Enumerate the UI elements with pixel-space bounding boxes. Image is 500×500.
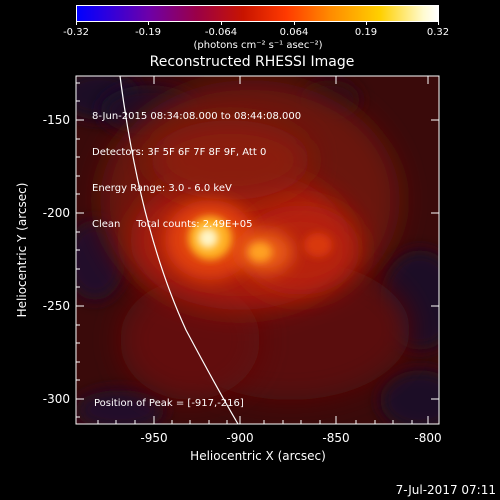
colorbar-tickmark [76,21,77,25]
footer-date: 7-Jul-2017 07:11 [395,483,496,497]
colorbar [76,5,439,22]
colorbar-tickmark [294,21,295,25]
colorbar-tickmark [438,21,439,25]
y-axis-label: Heliocentric Y (arcsec) [15,183,29,318]
colorbar-tick-label: -0.32 [63,27,89,38]
solar-limb-curve [119,76,239,424]
colorbar-tickmark [366,21,367,25]
x-tick-label: -850 [322,431,349,445]
colorbar-tick-label: -0.19 [135,27,161,38]
image-title: Reconstructed RHESSI Image [149,54,355,70]
energy-range-text: Energy Range: 3.0 - 6.0 keV [92,183,232,194]
y-tick-label: -250 [43,299,70,313]
y-axis-ticks [76,82,439,418]
x-tick-label: -900 [226,431,253,445]
colorbar-tick-label: 0.32 [426,27,450,38]
observation-info: 8-Jun-2015 08:34:08.000 to 08:44:08.000 … [92,87,301,243]
x-tick-label: -950 [140,431,167,445]
colorbar-tick-label: 0.064 [279,27,309,38]
colorbar-tick-label: -0.064 [204,27,238,38]
x-axis-ticks [97,76,429,424]
image-area [76,76,439,424]
y-tick-label: -200 [43,206,70,220]
y-tick-label: -150 [43,113,70,127]
x-tick-label: -800 [414,431,441,445]
x-axis-label: Heliocentric X (arcsec) [190,449,326,463]
y-tick-label: -300 [43,392,70,406]
colorbar-tickmark [221,21,222,25]
colorbar-tick-label: 0.19 [354,27,378,38]
colorbar-units: (photons cm⁻² s⁻¹ asec⁻²) [193,40,323,51]
time-range-text: 8-Jun-2015 08:34:08.000 to 08:44:08.000 [92,111,302,122]
colorbar-tickmark [148,21,149,25]
colorbar-gradient [76,5,439,22]
detectors-text: Detectors: 3F 5F 6F 7F 8F 9F, Att 0 [92,147,267,158]
peak-position-text: Position of Peak = [-917,-216] [94,398,244,409]
algorithm-counts-text: Clean Total counts: 2.49E+05 [92,219,253,230]
